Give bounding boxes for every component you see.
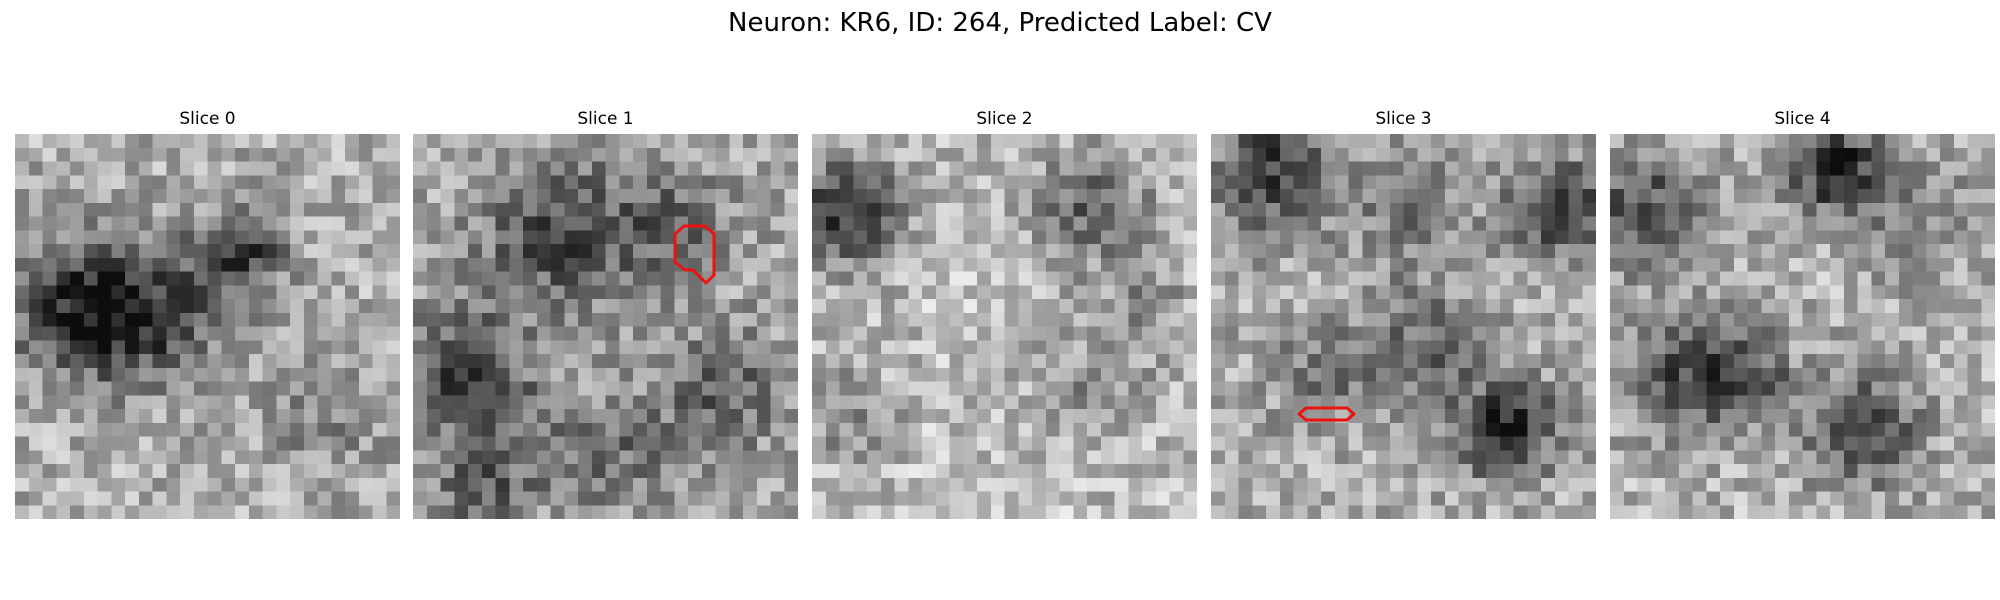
slice-image-3 xyxy=(1211,134,1596,519)
roi-path-1 xyxy=(673,224,716,285)
slice-panel-0: Slice 0 xyxy=(15,108,400,520)
roi-outline-3 xyxy=(1297,406,1356,422)
slice-panel-2: Slice 2 xyxy=(812,108,1197,520)
slice-panel-1: Slice 1 xyxy=(413,108,798,520)
slice-title-1: Slice 1 xyxy=(577,109,634,129)
slice-panel-4: Slice 4 xyxy=(1610,108,1995,520)
slice-image-2 xyxy=(812,134,1197,519)
slice-title-0: Slice 0 xyxy=(179,109,236,129)
slice-title-3: Slice 3 xyxy=(1375,109,1432,129)
slice-title-4: Slice 4 xyxy=(1774,109,1831,129)
roi-outline-1 xyxy=(673,224,716,285)
roi-path-3 xyxy=(1297,406,1356,422)
slice-title-2: Slice 2 xyxy=(976,109,1033,129)
slice-image-1 xyxy=(413,134,798,519)
slice-image-4 xyxy=(1610,134,1995,519)
slice-image-0 xyxy=(15,134,400,519)
slice-panel-3: Slice 3 xyxy=(1211,108,1596,520)
figure-title: Neuron: KR6, ID: 264, Predicted Label: C… xyxy=(728,8,1272,38)
